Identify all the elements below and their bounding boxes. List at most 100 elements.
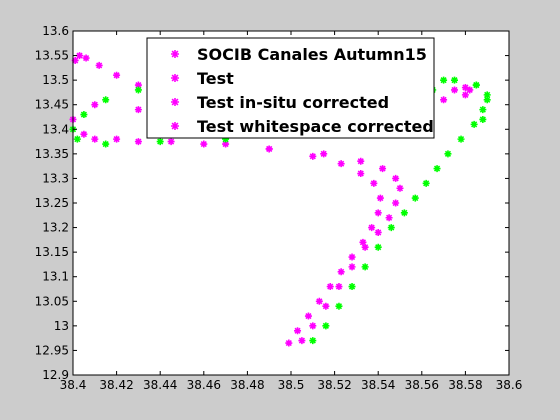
data-point xyxy=(457,135,465,143)
data-point xyxy=(479,115,487,123)
y-tick-label: 13.15 xyxy=(35,245,69,259)
legend-label: Test whitespace corrected xyxy=(197,117,434,136)
data-point xyxy=(113,135,121,143)
y-tick-label: 13.1 xyxy=(42,270,69,284)
data-point xyxy=(337,160,345,168)
legend-item: Test whitespace corrected xyxy=(171,117,434,136)
y-tick-label: 13.5 xyxy=(42,73,69,87)
data-point xyxy=(134,106,142,114)
data-point xyxy=(95,61,103,69)
y-axis: 12.9 12.95 13 13.05 13.1 13.15 13.2 13.25 13.3 13… xyxy=(35,24,509,382)
data-point xyxy=(370,179,378,187)
data-point xyxy=(472,81,480,89)
data-point xyxy=(222,140,230,148)
data-point xyxy=(76,52,84,60)
legend-marker xyxy=(171,122,179,130)
data-point xyxy=(102,96,110,104)
data-point xyxy=(134,138,142,146)
data-point xyxy=(80,130,88,138)
x-tick-label: 38.52 xyxy=(317,378,351,392)
data-point xyxy=(309,322,317,330)
y-tick-label: 13.6 xyxy=(42,24,69,38)
x-tick-label: 38.6 xyxy=(496,378,523,392)
data-point xyxy=(71,56,79,64)
data-point xyxy=(134,86,142,94)
data-point xyxy=(433,165,441,173)
data-point xyxy=(348,253,356,261)
data-point xyxy=(359,238,367,246)
y-tick-label: 13.05 xyxy=(35,294,69,308)
data-point xyxy=(82,54,90,62)
data-point xyxy=(335,283,343,291)
data-point xyxy=(309,152,317,160)
data-point xyxy=(309,337,317,345)
data-point xyxy=(156,138,164,146)
data-point xyxy=(374,243,382,251)
data-point xyxy=(451,76,458,84)
y-tick-label: 12.9 xyxy=(42,368,69,382)
legend-marker xyxy=(171,50,179,58)
series-3 xyxy=(91,135,404,345)
x-axis: 38.4 38.42 38.44 38.46 38.48 38.5 38.52 38.54 38… xyxy=(60,31,523,392)
legend-marker xyxy=(171,98,179,106)
data-point xyxy=(385,214,393,222)
data-point xyxy=(368,224,376,232)
data-point xyxy=(285,339,293,347)
x-tick-label: 38.46 xyxy=(187,378,221,392)
x-tick-label: 38.44 xyxy=(143,378,177,392)
legend-label: SOCIB Canales Autumn15 xyxy=(197,45,427,64)
data-point xyxy=(348,283,356,291)
legend-marker xyxy=(171,74,179,82)
x-tick-label: 38.5 xyxy=(278,378,305,392)
data-point xyxy=(374,209,382,217)
data-point xyxy=(411,194,419,202)
data-point xyxy=(483,96,491,104)
data-point xyxy=(326,283,334,291)
data-point xyxy=(337,268,345,276)
data-point xyxy=(348,263,356,271)
data-point xyxy=(466,86,474,94)
data-point xyxy=(470,120,478,128)
data-point xyxy=(304,312,312,320)
y-tick-label: 13.35 xyxy=(35,147,69,161)
data-point xyxy=(392,174,400,182)
data-point xyxy=(422,179,430,187)
data-point xyxy=(102,140,110,148)
y-tick-label: 13.25 xyxy=(35,196,69,210)
data-point xyxy=(357,170,365,178)
data-point xyxy=(357,157,365,165)
y-tick-label: 13 xyxy=(54,319,69,333)
x-tick-label: 38.42 xyxy=(99,378,133,392)
y-tick-label: 13.2 xyxy=(42,221,69,235)
legend-label: Test xyxy=(197,69,234,88)
data-point xyxy=(315,297,323,305)
data-point xyxy=(322,322,330,330)
data-point xyxy=(461,91,469,99)
legend-label: Test in-situ corrected xyxy=(197,93,389,112)
data-point xyxy=(400,209,408,217)
data-point xyxy=(451,86,458,94)
legend: SOCIB Canales Autumn15 Test Test in-situ c… xyxy=(146,37,435,139)
legend-item: Test xyxy=(171,69,234,88)
y-tick-label: 12.95 xyxy=(35,343,69,357)
data-point xyxy=(396,184,404,192)
data-point xyxy=(483,91,491,99)
data-point xyxy=(320,150,328,158)
data-point xyxy=(294,327,302,335)
data-point xyxy=(265,145,273,153)
data-point xyxy=(113,71,121,79)
x-tick-label: 38.56 xyxy=(405,378,439,392)
data-point xyxy=(322,302,330,310)
x-tick-label: 38.4 xyxy=(60,378,87,392)
data-point xyxy=(91,101,99,109)
data-point xyxy=(461,84,469,92)
data-point xyxy=(479,106,487,114)
x-tick-label: 38.48 xyxy=(230,378,264,392)
data-point xyxy=(91,135,99,143)
data-point xyxy=(374,228,382,236)
y-tick-label: 13.4 xyxy=(42,122,69,136)
x-tick-label: 38.54 xyxy=(361,378,395,392)
data-point xyxy=(379,165,387,173)
legend-box xyxy=(146,37,435,139)
